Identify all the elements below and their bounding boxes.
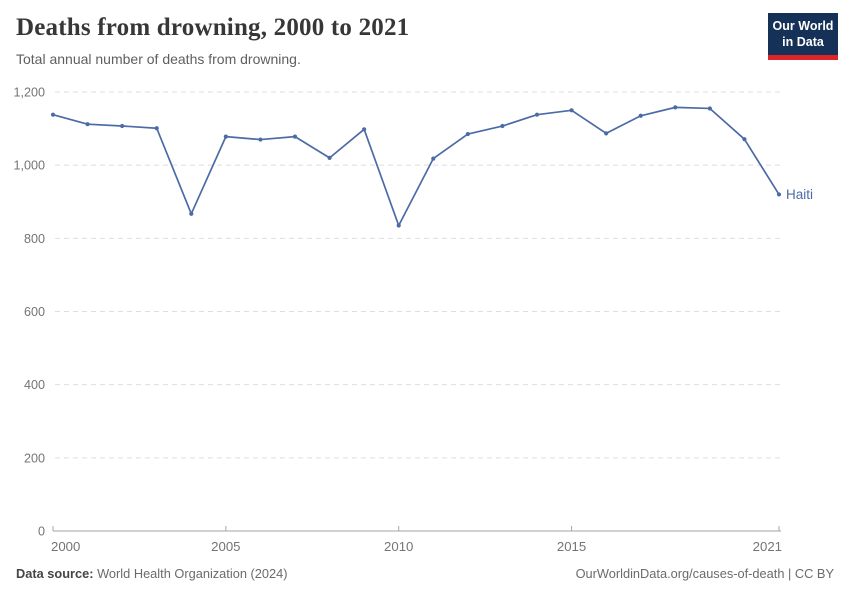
data-point[interactable] <box>673 105 678 110</box>
data-point[interactable] <box>742 137 747 142</box>
x-tick-label: 2000 <box>51 539 80 554</box>
data-source: Data source: World Health Organization (… <box>16 566 287 581</box>
data-point[interactable] <box>431 156 436 161</box>
x-tick-label: 2005 <box>211 539 240 554</box>
data-point[interactable] <box>707 106 712 111</box>
data-point[interactable] <box>465 131 470 137</box>
owid-logo-text-line1: Our World <box>772 19 834 33</box>
y-tick-label: 600 <box>24 305 45 319</box>
data-point[interactable] <box>534 112 540 117</box>
y-tick-label: 0 <box>38 525 45 539</box>
data-point[interactable] <box>396 223 401 228</box>
x-tick-label: 2010 <box>384 539 413 554</box>
y-tick-label: 1,000 <box>13 159 45 173</box>
data-point[interactable] <box>604 131 609 136</box>
data-point[interactable] <box>292 134 298 139</box>
x-tick-label: 2015 <box>557 539 586 554</box>
owid-logo[interactable]: Our World in Data <box>768 13 838 60</box>
data-point[interactable] <box>258 137 263 142</box>
owid-logo-text-line2: in Data <box>782 35 824 50</box>
x-tick-label: 2021 <box>753 539 782 554</box>
data-point[interactable] <box>154 126 159 131</box>
series-label[interactable]: Haiti <box>786 187 813 202</box>
credit-line[interactable]: OurWorldinData.org/causes-of-death | CC … <box>575 566 834 581</box>
data-source-label: Data source: <box>16 566 94 581</box>
data-point[interactable] <box>776 192 782 197</box>
data-point[interactable] <box>638 113 643 118</box>
data-point[interactable] <box>85 122 90 127</box>
page-title: Deaths from drowning, 2000 to 2021 <box>16 14 410 41</box>
page-subtitle: Total annual number of deaths from drown… <box>16 51 301 67</box>
data-point[interactable] <box>569 108 574 113</box>
data-point[interactable] <box>327 155 332 160</box>
y-tick-label: 400 <box>24 378 45 392</box>
data-point[interactable] <box>50 112 56 117</box>
y-tick-label: 200 <box>24 451 45 465</box>
data-point[interactable] <box>362 127 367 132</box>
data-point[interactable] <box>500 123 505 129</box>
y-tick-label: 1,200 <box>13 86 45 100</box>
trend-line[interactable] <box>52 106 780 227</box>
data-point[interactable] <box>120 123 125 129</box>
data-point[interactable] <box>189 211 194 216</box>
data-point[interactable] <box>223 134 228 139</box>
chart-footer: Data source: World Health Organization (… <box>16 566 834 581</box>
y-tick-label: 800 <box>24 232 45 246</box>
data-source-text: World Health Organization (2024) <box>93 566 288 581</box>
